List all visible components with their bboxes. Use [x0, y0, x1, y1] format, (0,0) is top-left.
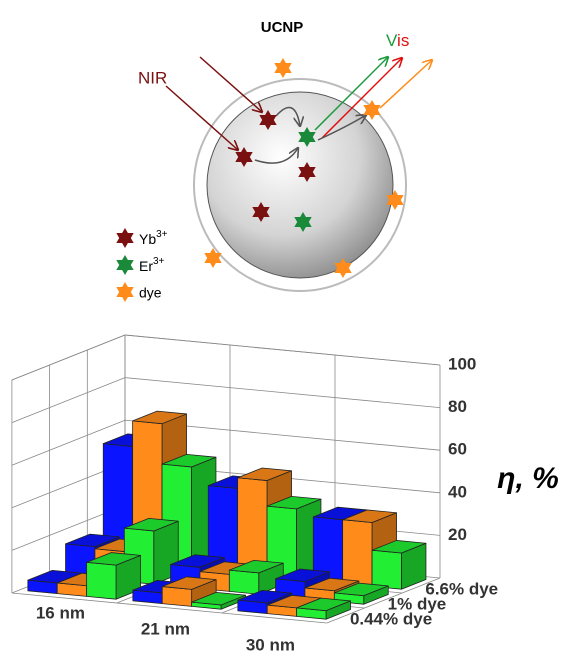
x-tick-label: 30 nm — [246, 635, 295, 654]
star — [274, 58, 291, 78]
z-tick-label: 80 — [448, 397, 467, 416]
star — [204, 248, 221, 268]
arrow — [380, 60, 432, 108]
legend-label: Yb3+ — [139, 229, 168, 247]
bar — [372, 540, 426, 589]
z-tick-label: 100 — [448, 354, 476, 373]
grid-line — [125, 378, 440, 408]
x-tick-label: 16 nm — [36, 603, 85, 622]
schematic: UCNP NIR Vis — [116, 19, 432, 302]
nir-label: NIR — [138, 68, 167, 87]
arrow — [166, 86, 238, 150]
z-tick-label: 20 — [448, 525, 467, 544]
z-tick-label: 60 — [448, 440, 467, 459]
charge: 3+ — [156, 229, 168, 240]
legend-label: dye — [139, 285, 162, 301]
legend-symbol — [116, 228, 133, 248]
ion: Yb — [139, 231, 156, 247]
vis-is: is — [397, 31, 409, 50]
ion: Er — [139, 258, 153, 274]
grid-line — [12, 335, 125, 380]
legend-symbol — [116, 282, 133, 302]
bar-front — [343, 520, 372, 587]
grid-line — [12, 378, 125, 423]
z-axis-label: η, % — [497, 462, 559, 495]
z-tick-label: 40 — [448, 482, 467, 501]
bar-front — [87, 562, 116, 599]
schematic-legend: Yb3+ Er3+ dye — [116, 228, 167, 302]
x-tick-label: 21 nm — [141, 619, 190, 638]
depth-tick-label: 0.44% dye — [350, 609, 432, 628]
vis-label: Vis — [386, 31, 409, 50]
bar-front — [162, 587, 191, 607]
charge: 3+ — [153, 256, 165, 267]
schematic-title: UCNP — [261, 19, 304, 36]
legend-symbol — [116, 255, 133, 275]
grid-line — [125, 335, 440, 365]
bar-front — [229, 570, 258, 594]
figure: UCNP NIR Vis — [0, 0, 562, 656]
legend-label: Er3+ — [139, 256, 165, 274]
bar-front — [372, 550, 401, 589]
particle — [207, 92, 393, 278]
